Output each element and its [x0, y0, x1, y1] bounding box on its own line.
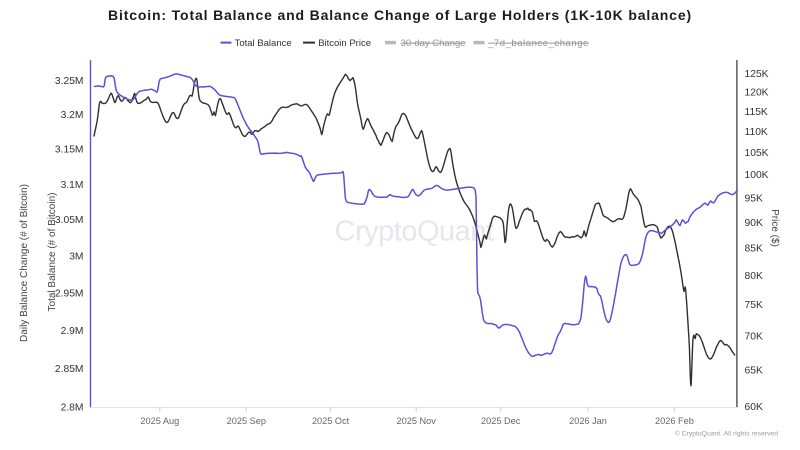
- svg-text:80K: 80K: [745, 271, 763, 282]
- svg-text:Total Balance (# of Bitcoin): Total Balance (# of Bitcoin): [47, 193, 58, 312]
- svg-text:115K: 115K: [745, 107, 768, 118]
- svg-text:110K: 110K: [745, 127, 768, 138]
- svg-text:2.95M: 2.95M: [55, 288, 84, 299]
- svg-text:2026 Jan: 2026 Jan: [569, 416, 607, 426]
- svg-text:3.25M: 3.25M: [55, 76, 84, 87]
- svg-text:© CryptoQuant. All rights rese: © CryptoQuant. All rights reserved: [675, 430, 778, 438]
- svg-text:Price ($): Price ($): [769, 209, 780, 247]
- svg-text:75K: 75K: [745, 300, 763, 311]
- svg-text:Bitcoin Price: Bitcoin Price: [318, 38, 371, 49]
- svg-text:3.1M: 3.1M: [61, 180, 84, 191]
- svg-text:2025 Nov: 2025 Nov: [397, 416, 437, 426]
- svg-text:70K: 70K: [745, 332, 763, 343]
- svg-text:85K: 85K: [745, 244, 763, 255]
- svg-text:90K: 90K: [745, 218, 763, 229]
- svg-text:60K: 60K: [745, 402, 763, 413]
- svg-text:3.15M: 3.15M: [55, 145, 84, 156]
- svg-text:2025 Aug: 2025 Aug: [140, 416, 179, 426]
- svg-text:Daily Balance Change (# of Bit: Daily Balance Change (# of Bitcoin): [19, 184, 30, 342]
- svg-text:2025 Sep: 2025 Sep: [227, 416, 266, 426]
- svg-text:2.8M: 2.8M: [61, 403, 84, 414]
- svg-text:30-day Change: 30-day Change: [401, 38, 466, 49]
- svg-text:Total Balance: Total Balance: [235, 38, 292, 49]
- svg-text:125K: 125K: [745, 69, 769, 80]
- svg-text:2025 Dec: 2025 Dec: [481, 416, 521, 426]
- svg-text:3M: 3M: [69, 252, 83, 263]
- svg-text:2.85M: 2.85M: [55, 364, 84, 375]
- svg-text:65K: 65K: [745, 365, 763, 376]
- svg-text:_7d_balance_change: _7d_balance_change: [487, 38, 589, 49]
- svg-text:3.2M: 3.2M: [61, 110, 84, 121]
- svg-text:3.05M: 3.05M: [55, 215, 84, 226]
- svg-text:105K: 105K: [745, 148, 769, 159]
- svg-text:CryptoQuant: CryptoQuant: [335, 216, 494, 248]
- svg-text:100K: 100K: [745, 170, 769, 181]
- svg-text:95K: 95K: [745, 193, 763, 204]
- svg-text:2025 Oct: 2025 Oct: [312, 416, 350, 426]
- svg-text:Bitcoin: Total Balance and Bal: Bitcoin: Total Balance and Balance Chang…: [108, 7, 692, 23]
- svg-text:2.9M: 2.9M: [61, 326, 84, 337]
- svg-text:2026 Feb: 2026 Feb: [655, 416, 694, 426]
- svg-text:120K: 120K: [745, 88, 769, 99]
